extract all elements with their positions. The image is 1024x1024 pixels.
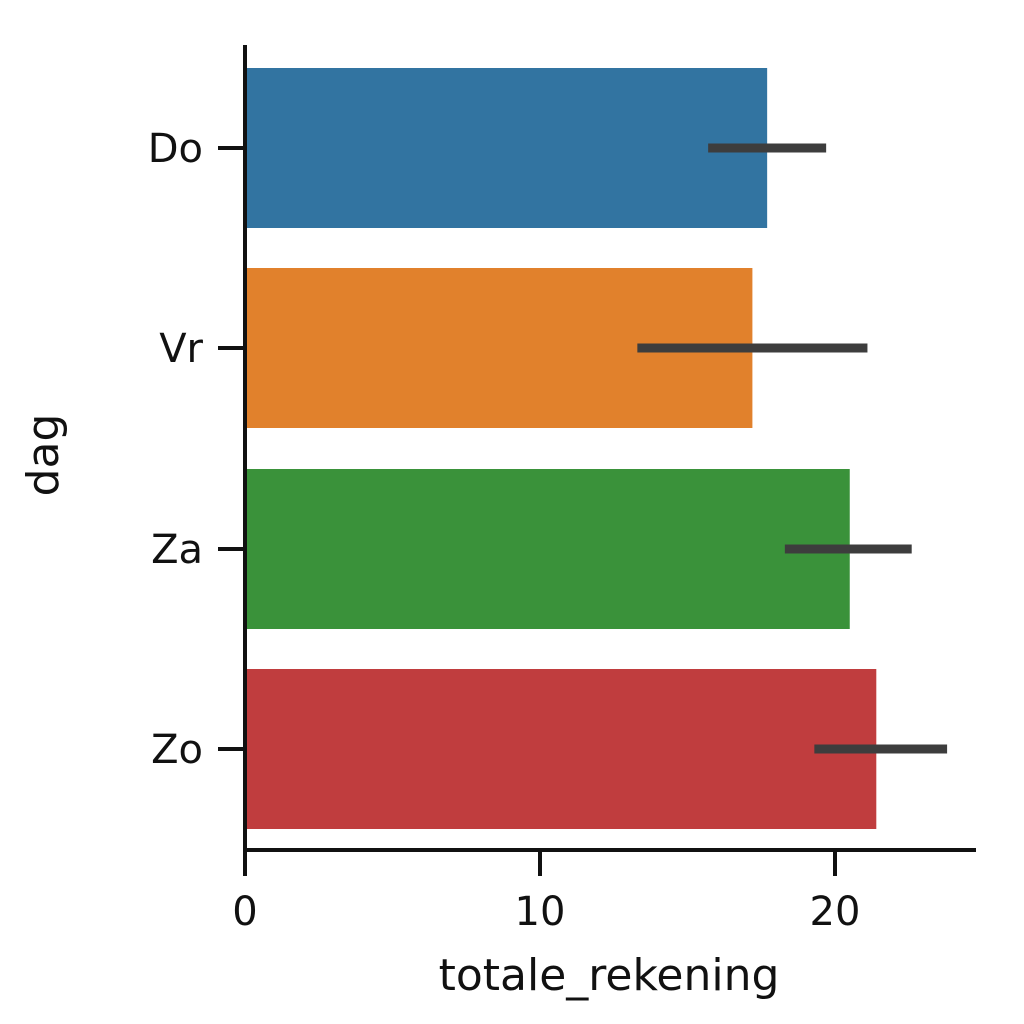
bars-group	[245, 68, 877, 829]
bar-zo	[245, 669, 877, 829]
y-tick-label: Vr	[159, 326, 203, 372]
x-tick-label: 20	[810, 889, 861, 935]
y-tick-label: Do	[148, 126, 203, 172]
x-axis-label: totale_rekening	[439, 950, 780, 1001]
x-tick-label: 10	[515, 889, 566, 935]
error-bars-group	[637, 143, 948, 754]
y-axis-label: dag	[18, 414, 69, 497]
x-ticks-group: 0 10 20	[232, 850, 860, 935]
bar-do	[245, 68, 768, 228]
x-tick-label: 0	[232, 889, 257, 935]
axes-group	[243, 45, 976, 852]
y-tick-label: Za	[151, 527, 203, 573]
bar-za	[245, 469, 850, 629]
y-tick-label: Zo	[151, 727, 203, 773]
y-ticks-group: Do Vr Za Zo	[148, 126, 245, 773]
